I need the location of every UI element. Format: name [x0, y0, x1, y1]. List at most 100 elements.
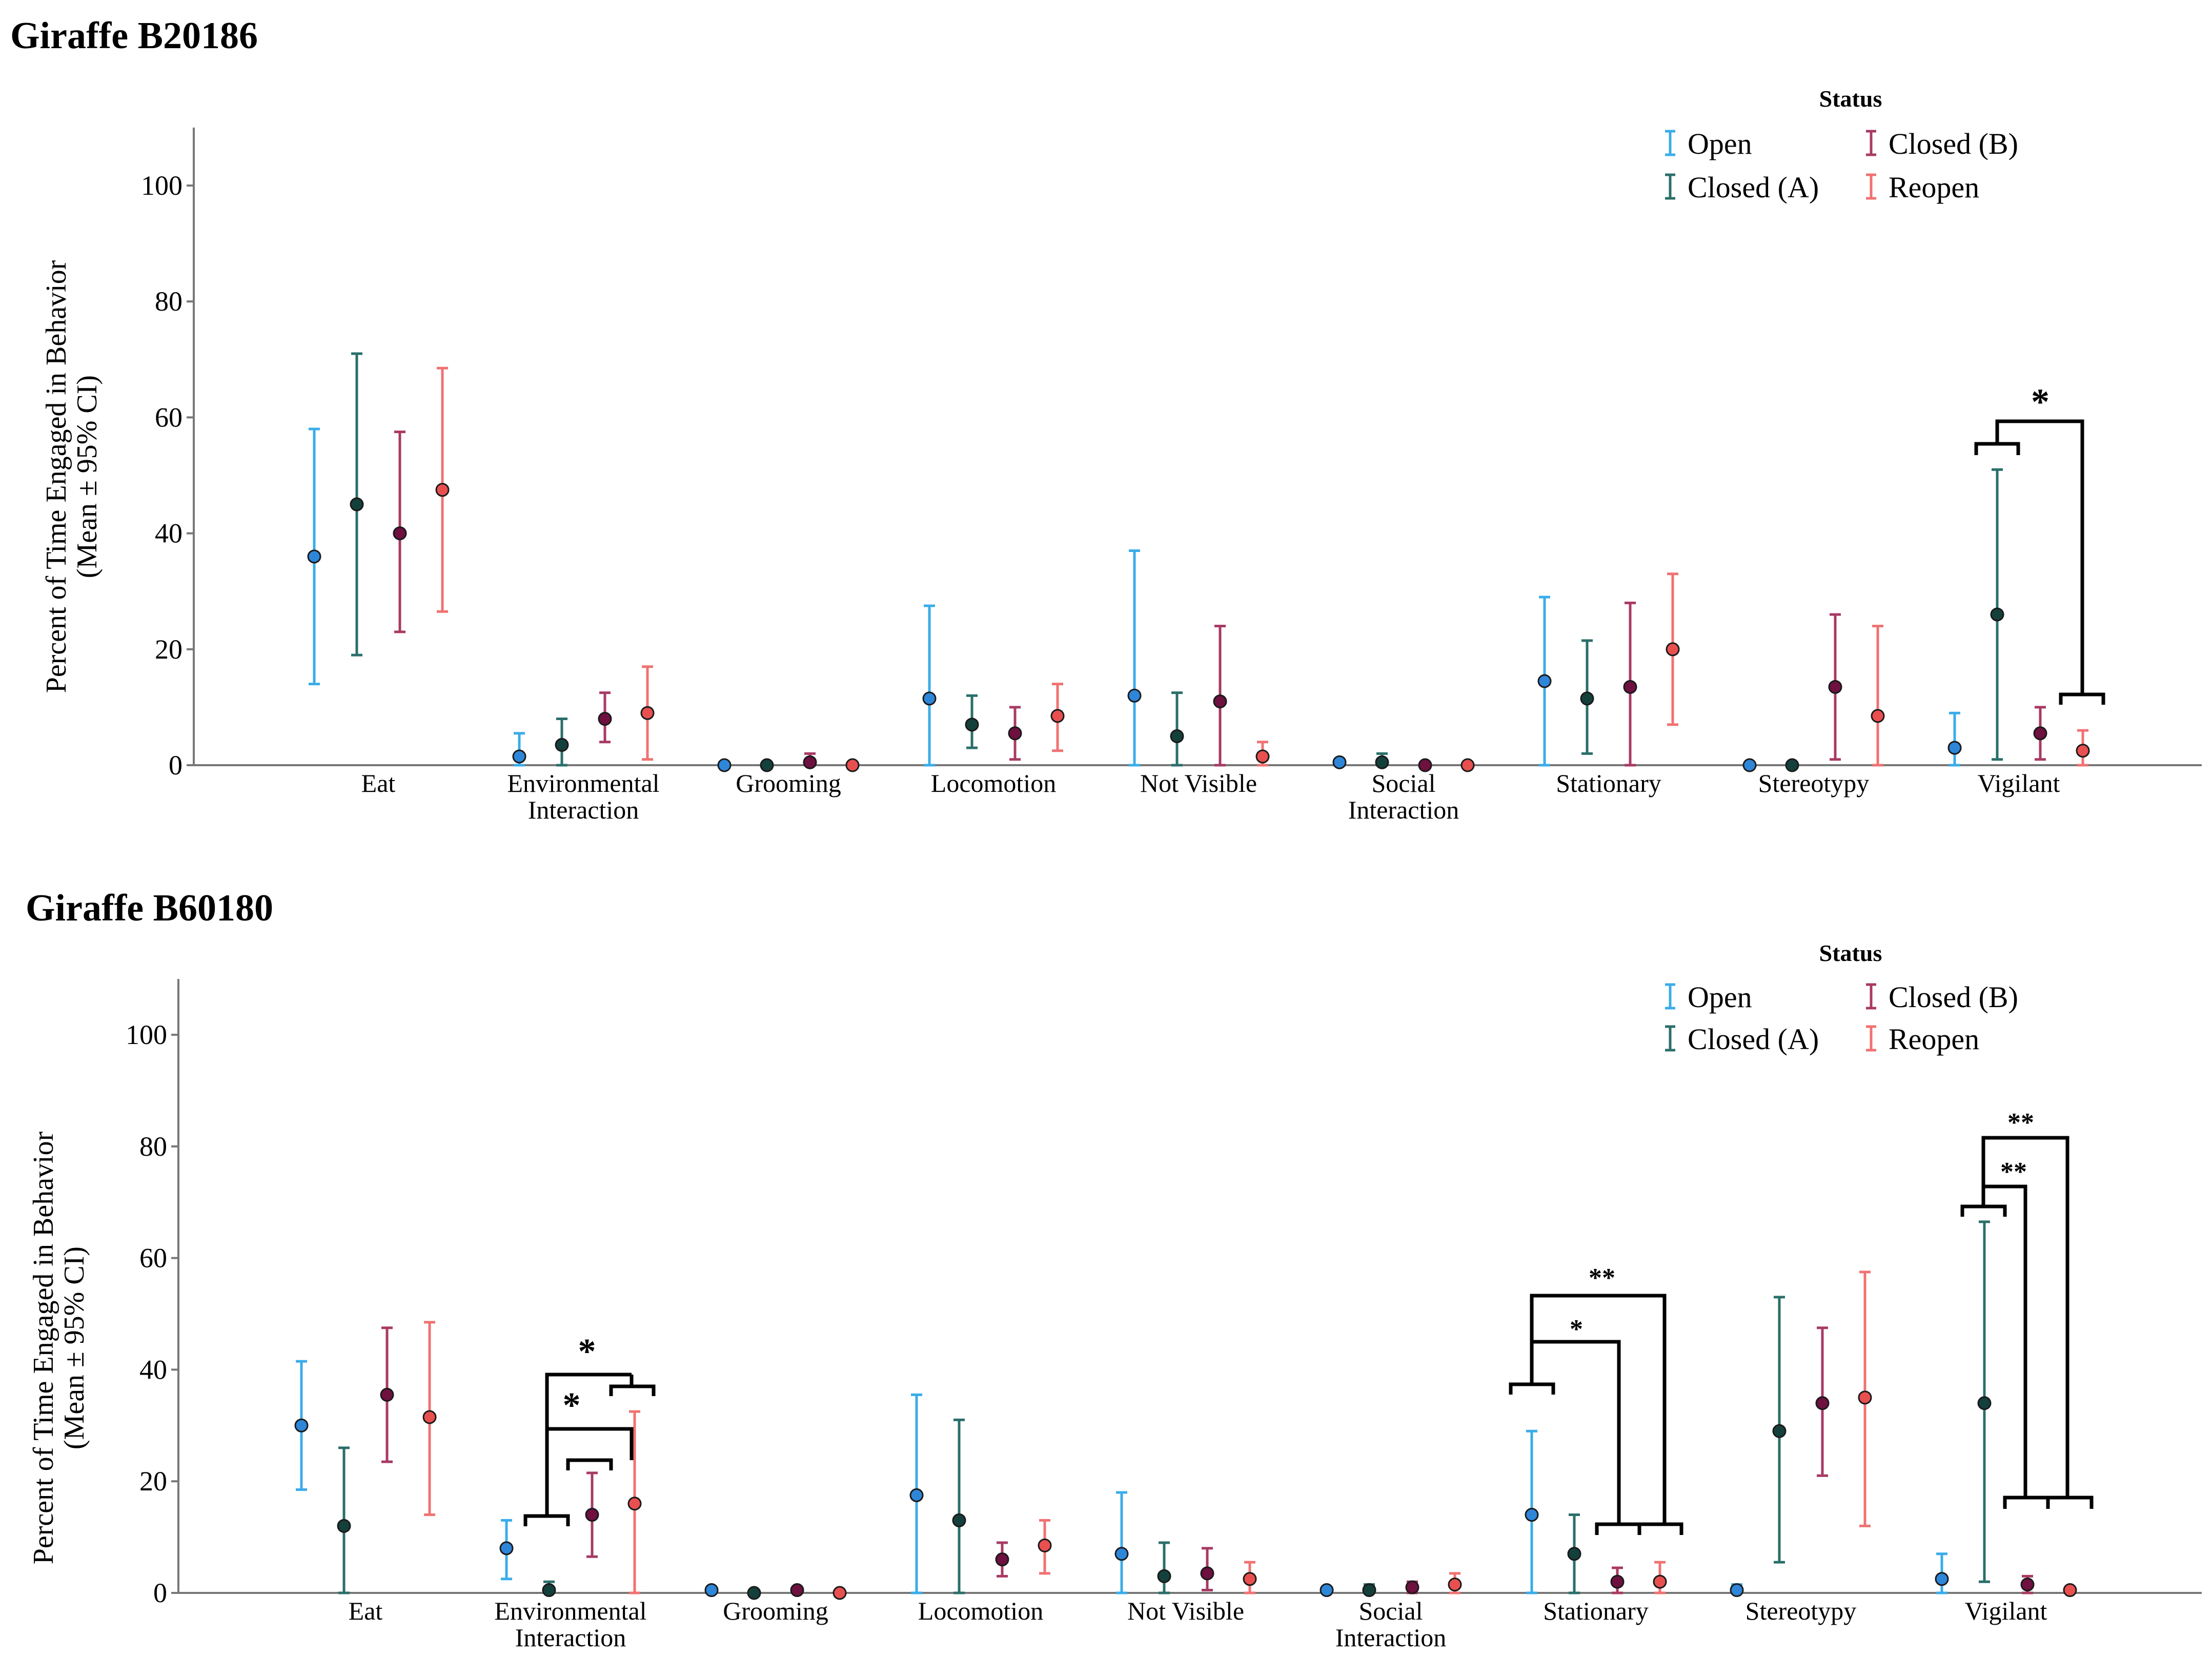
mean-point: [1362, 1583, 1376, 1598]
y-tick-label: 100: [126, 1019, 167, 1050]
mean-point: [380, 1387, 394, 1402]
mean-point: [760, 758, 774, 772]
mean-point: [1418, 758, 1432, 772]
mean-point: [1772, 1424, 1787, 1438]
significance-label: *: [2031, 381, 2049, 422]
mean-point: [704, 1583, 719, 1598]
chart-panel-2: Giraffe B60180 Percent of Time Engaged i…: [0, 828, 2212, 1655]
mean-point: [1375, 755, 1389, 769]
mean-point: [1114, 1547, 1129, 1561]
mean-point: [1990, 607, 2004, 622]
mean-point: [952, 1513, 966, 1527]
legend-title: Status: [1819, 940, 1882, 966]
x-tick-label: Social: [1372, 769, 1436, 797]
mean-point: [1610, 1574, 1625, 1589]
x-tick-label: Grooming: [723, 1596, 828, 1625]
mean-point: [717, 758, 732, 772]
mean-point: [922, 691, 937, 706]
mean-point: [909, 1488, 924, 1502]
mean-point: [422, 1410, 437, 1424]
y-tick-label: 80: [155, 286, 182, 317]
legend-label: Closed (B): [1889, 127, 2018, 160]
mean-point: [1213, 694, 1227, 709]
mean-point: [337, 1519, 351, 1533]
mean-point: [833, 1586, 847, 1600]
y-tick-label: 60: [155, 402, 182, 433]
y-tick-label: 40: [155, 518, 182, 549]
mean-point: [1666, 642, 1680, 657]
x-tick-label: Vigilant: [1978, 769, 2060, 797]
x-tick-label: Interaction: [515, 1623, 626, 1652]
significance-bracket: [609, 1384, 656, 1396]
mean-point: [1580, 691, 1594, 706]
x-tick-label: Environmental: [494, 1596, 646, 1625]
mean-point: [2033, 726, 2047, 741]
mean-point: [790, 1583, 804, 1598]
y-tick-label: 20: [155, 634, 182, 665]
mean-point: [1332, 755, 1347, 769]
legend-title: Status: [1819, 86, 1882, 112]
x-tick-label: Not Visible: [1140, 769, 1257, 797]
x-tick-label: Interaction: [1348, 795, 1459, 824]
chart-panel-1: Giraffe B20186 Percent of Time Engaged i…: [0, 0, 2212, 828]
significance-bracket: [523, 1514, 570, 1526]
y-tick-label: 60: [139, 1243, 167, 1274]
x-tick-label: Eat: [349, 1596, 383, 1625]
x-tick-label: Environmental: [507, 769, 659, 797]
mean-point: [1448, 1578, 1462, 1592]
significance-bracket: [545, 1373, 632, 1429]
mean-point: [1127, 688, 1142, 703]
legend-label: Closed (B): [1889, 980, 2018, 1014]
mean-point: [393, 526, 407, 541]
mean-point: [1320, 1583, 1334, 1598]
mean-point: [435, 483, 450, 497]
significance-bracket: [1530, 1340, 1621, 1524]
mean-point: [294, 1418, 309, 1432]
mean-point: [1858, 1390, 1872, 1405]
mean-point: [499, 1541, 514, 1555]
mean-point: [307, 549, 321, 564]
chart-title: Giraffe B20186: [10, 15, 258, 57]
y-tick-label: 80: [139, 1131, 167, 1162]
significance-bracket: [2003, 1496, 2050, 1509]
significance-bracket: [1509, 1382, 1555, 1395]
mean-point: [803, 755, 817, 769]
mean-point: [640, 706, 655, 720]
legend-label: Reopen: [1889, 1022, 1979, 1056]
significance-bracket: [1637, 1522, 1683, 1535]
significance-bracket: [2059, 692, 2105, 705]
x-tick-label: Grooming: [736, 769, 841, 797]
significance-label: *: [578, 1332, 596, 1372]
x-tick-label: Stationary: [1556, 769, 1661, 797]
significance-label: **: [1589, 1263, 1615, 1293]
mean-point: [1050, 709, 1065, 723]
x-tick-label: Locomotion: [918, 1596, 1043, 1625]
mean-point: [1157, 1569, 1171, 1583]
legend-label: Closed (A): [1688, 171, 1819, 204]
mean-point: [2020, 1578, 2035, 1592]
mean-point: [1567, 1547, 1581, 1561]
mean-point: [1871, 709, 1885, 723]
mean-point: [1255, 749, 1270, 764]
mean-point: [1742, 758, 1757, 772]
x-tick-label: Stereotypy: [1746, 1596, 1857, 1625]
mean-point: [542, 1583, 556, 1598]
significance-bracket: [2046, 1496, 2094, 1509]
legend-label: Open: [1688, 127, 1752, 160]
y-tick-label: 40: [139, 1354, 167, 1385]
mean-point: [965, 718, 979, 732]
mean-point: [1935, 1572, 1949, 1586]
x-tick-label: Stereotypy: [1758, 769, 1870, 797]
significance-bracket: [1995, 419, 2084, 694]
significance-label: *: [563, 1386, 581, 1425]
significance-bracket: [545, 1427, 634, 1516]
mean-point: [1008, 726, 1022, 741]
mean-point: [995, 1552, 1009, 1567]
mean-point: [2076, 744, 2090, 758]
significance-bracket: [566, 1458, 613, 1470]
x-tick-label: Eat: [361, 769, 396, 797]
y-tick-label: 100: [141, 170, 182, 201]
mean-point: [555, 738, 569, 752]
significance-label: *: [1570, 1315, 1583, 1344]
